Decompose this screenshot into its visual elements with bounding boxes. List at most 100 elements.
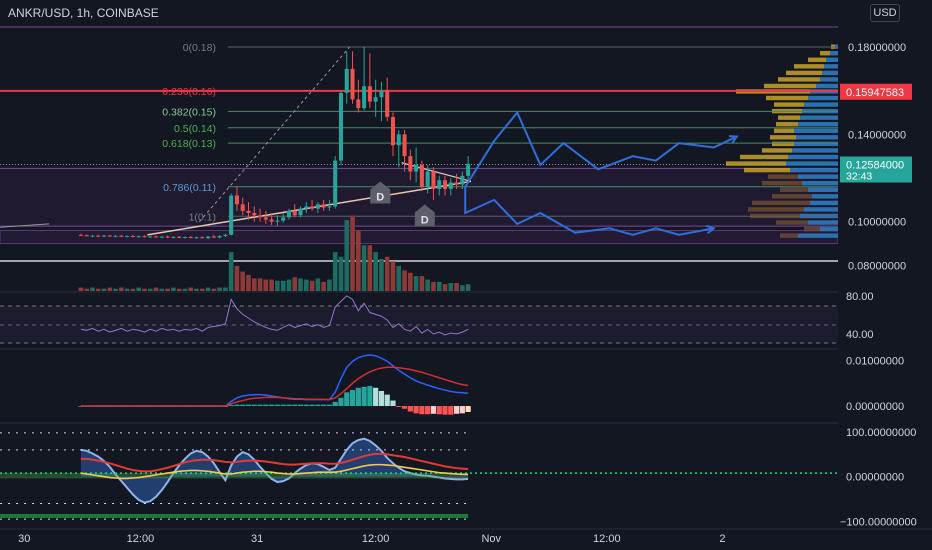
candle-body <box>356 99 361 109</box>
macd-histogram-bar <box>442 406 448 415</box>
price-tick-label: 0.08000000 <box>848 260 906 272</box>
volume-bar <box>292 277 298 291</box>
volume-profile-bar <box>776 220 808 225</box>
volume-bar <box>402 270 407 291</box>
volume-bar <box>315 278 321 291</box>
volume-bar <box>344 220 350 291</box>
volume-bar <box>165 288 170 291</box>
volume-bar <box>454 283 459 291</box>
macd-histogram-bar <box>407 406 413 412</box>
candle-body <box>379 90 384 98</box>
candle-body <box>327 206 332 208</box>
macd-histogram-bar <box>390 400 396 407</box>
oscillator-tick-label: 0.00000000 <box>846 472 904 484</box>
volume-bar <box>350 215 355 291</box>
volume-bar <box>228 252 234 291</box>
candle-body <box>292 210 297 216</box>
fib-level-label: 0.382(0.15) <box>162 106 216 118</box>
currency-button[interactable]: USD <box>870 4 900 22</box>
macd-histogram-bar <box>251 404 257 407</box>
volume-bar <box>338 256 344 291</box>
candle-body <box>240 204 245 211</box>
bullish-arrow-head <box>728 135 739 144</box>
candle-body <box>188 237 193 239</box>
volume-panel <box>78 215 471 291</box>
volume-profile-bar <box>778 115 800 120</box>
volume-profile-bar <box>804 226 820 232</box>
macd-histogram-bar <box>396 406 402 407</box>
oscillator-slow-line <box>80 463 469 480</box>
macd-signal-line <box>80 366 469 407</box>
candle-body <box>194 237 199 239</box>
volume-profile-bar <box>792 148 838 153</box>
rsi-line <box>80 295 469 336</box>
trend-stub-line <box>0 223 50 228</box>
candle-body <box>125 235 130 237</box>
macd-histogram-bar <box>321 404 327 407</box>
candle-body <box>171 236 176 238</box>
candle-body <box>362 86 367 109</box>
price-panel[interactable]: 0(0.18) 0.236(0.16) 0.382(0.15) 0.5(0.14) 0.… <box>0 26 839 262</box>
volume-profile-bar <box>762 181 802 186</box>
candle-body <box>390 116 396 146</box>
volume-bar <box>408 272 413 291</box>
macd-histogram-bar <box>401 406 408 409</box>
candle-body <box>431 171 436 189</box>
volume-bar <box>246 275 251 291</box>
candle-body <box>304 206 309 209</box>
oscillator-panel[interactable] <box>0 422 932 520</box>
volume-bar <box>425 279 430 291</box>
candle-body <box>223 234 228 236</box>
fib-level-label: 0.618(0.13) <box>162 138 216 150</box>
volume-profile-bar <box>826 57 838 62</box>
macd-panel[interactable] <box>0 348 932 415</box>
volume-profile-bar <box>766 95 808 101</box>
volume-bar <box>257 278 263 291</box>
macd-histogram-bar <box>274 404 281 407</box>
volume-profile-bar <box>800 115 838 120</box>
volume-bar <box>153 287 159 291</box>
candle-body <box>159 236 164 238</box>
candle-body <box>281 217 286 221</box>
candle-body <box>402 134 407 157</box>
marked-level-badge <box>840 83 912 100</box>
volume-profile-bar <box>762 148 792 153</box>
last-price-badge <box>840 156 912 183</box>
macd-histogram-bar <box>228 405 234 407</box>
candle-body <box>321 204 326 208</box>
macd-histogram-bar <box>292 404 298 407</box>
candle-body <box>252 213 257 216</box>
volume-bar <box>211 288 217 291</box>
volume-profile-bar <box>786 70 822 76</box>
macd-histogram-bar <box>297 404 304 407</box>
volume-bar <box>327 279 332 291</box>
price-axis[interactable]: 0.18000000 0.14000000 0.10000000 0.08000000… <box>838 26 932 550</box>
macd-histogram-bar <box>373 387 379 407</box>
volume-bar <box>379 259 384 291</box>
volume-bar <box>182 288 188 291</box>
time-axis[interactable]: 30 12:00 31 12:00 Nov 12:00 2 <box>0 528 932 545</box>
macd-histogram-bar <box>78 406 84 407</box>
macd-histogram-bar <box>436 406 442 415</box>
symbol-title[interactable]: ANKR/USD, 1h, COINBASE <box>8 6 159 20</box>
volume-profile-bar <box>744 167 790 173</box>
fib-level-label: 1(0.1) <box>189 211 216 223</box>
candle-body <box>350 68 355 100</box>
volume-profile-bar <box>776 122 798 127</box>
candle-body <box>298 208 303 216</box>
macd-histogram-bar <box>361 386 367 407</box>
axis-background <box>838 26 932 550</box>
candle-body <box>229 195 234 235</box>
time-tick-label: 12:00 <box>362 533 390 545</box>
volume-profile-bar <box>788 154 838 160</box>
volume-profile-bar <box>752 200 810 206</box>
marker-badge <box>414 204 435 227</box>
rsi-panel[interactable] <box>0 291 932 344</box>
macd-histogram-bar <box>257 404 263 407</box>
macd-histogram-bar <box>234 404 240 407</box>
candle-body <box>246 210 251 214</box>
volume-profile-bar <box>804 102 838 107</box>
volume-profile-bar <box>786 161 838 166</box>
